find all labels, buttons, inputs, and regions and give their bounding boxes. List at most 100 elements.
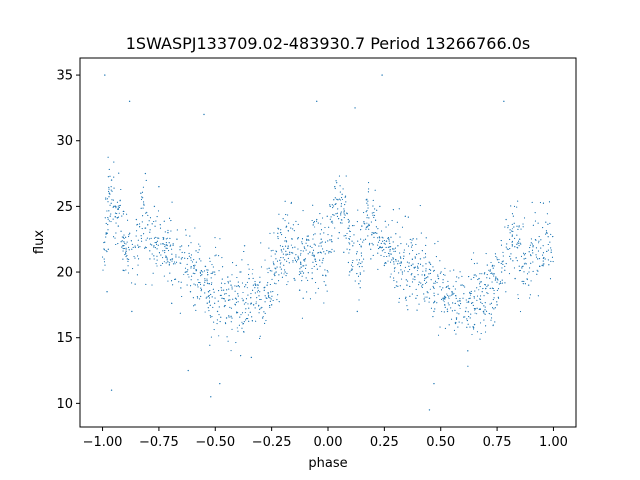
- data-point: [356, 259, 358, 261]
- data-point: [343, 208, 345, 210]
- data-point: [398, 272, 400, 274]
- data-point: [377, 247, 380, 250]
- data-point: [515, 257, 517, 259]
- data-point: [212, 271, 214, 273]
- data-point: [105, 250, 107, 252]
- data-point: [212, 266, 214, 268]
- data-point: [223, 306, 225, 308]
- data-point: [184, 267, 187, 269]
- data-point: [394, 250, 397, 252]
- data-point: [323, 251, 325, 253]
- data-point: [268, 247, 270, 249]
- data-point: [141, 240, 143, 242]
- data-point: [454, 288, 456, 290]
- data-point: [294, 257, 296, 259]
- data-point: [315, 292, 317, 294]
- data-point: [174, 261, 176, 263]
- data-point: [479, 285, 481, 288]
- data-point: [337, 208, 339, 210]
- data-point: [312, 224, 314, 226]
- data-point: [208, 310, 210, 312]
- data-point: [466, 326, 468, 328]
- data-point: [406, 305, 408, 307]
- data-point: [208, 301, 210, 303]
- data-point: [209, 344, 211, 346]
- data-point: [106, 232, 108, 234]
- data-point: [154, 247, 156, 249]
- data-point: [140, 192, 142, 194]
- data-point: [393, 250, 395, 252]
- data-point: [285, 240, 287, 242]
- y-tick-label: 15: [56, 331, 73, 346]
- data-point: [135, 235, 137, 237]
- data-point: [384, 262, 386, 264]
- data-point: [252, 284, 254, 286]
- data-point: [529, 267, 531, 269]
- data-point: [492, 273, 494, 275]
- data-point: [215, 246, 217, 248]
- data-point: [395, 233, 397, 235]
- data-point: [339, 199, 342, 201]
- data-point: [406, 261, 408, 263]
- data-point: [119, 204, 121, 206]
- data-point: [146, 211, 148, 213]
- data-point: [466, 318, 468, 320]
- data-point: [387, 224, 390, 226]
- data-point: [110, 213, 112, 215]
- data-point: [412, 249, 414, 252]
- data-point: [375, 226, 377, 228]
- data-point: [294, 279, 296, 281]
- data-point: [329, 251, 331, 253]
- data-point: [472, 302, 474, 304]
- data-point: [500, 244, 503, 246]
- data-point: [516, 260, 518, 262]
- data-point: [443, 301, 445, 303]
- data-point: [373, 236, 375, 238]
- data-point: [266, 297, 268, 300]
- data-point: [264, 312, 266, 314]
- data-point: [122, 258, 124, 260]
- x-axis-label: phase: [308, 456, 347, 471]
- data-point: [379, 239, 381, 241]
- data-point: [540, 239, 542, 241]
- data-point: [415, 297, 417, 300]
- data-point: [107, 201, 109, 203]
- data-point: [199, 283, 202, 285]
- data-point: [165, 256, 167, 258]
- data-point: [340, 214, 342, 216]
- data-point: [479, 308, 482, 310]
- data-point: [194, 227, 196, 229]
- data-point: [221, 257, 223, 259]
- data-point: [106, 291, 108, 293]
- data-point: [247, 303, 249, 305]
- data-point: [512, 215, 514, 217]
- data-point: [363, 222, 365, 224]
- y-tick-label: 10: [56, 397, 73, 412]
- data-point: [167, 249, 170, 252]
- data-point: [274, 267, 276, 269]
- data-point: [203, 270, 206, 272]
- data-point: [484, 331, 487, 333]
- data-point: [157, 210, 160, 212]
- data-point: [274, 275, 276, 277]
- data-point: [322, 248, 324, 250]
- data-point: [107, 216, 109, 219]
- data-point: [443, 311, 445, 313]
- data-point: [265, 320, 267, 322]
- data-point: [510, 230, 513, 232]
- data-point: [491, 287, 493, 289]
- data-point: [390, 236, 392, 238]
- data-point: [109, 204, 111, 206]
- data-point: [511, 234, 513, 236]
- data-point: [389, 276, 391, 278]
- data-point: [198, 249, 200, 251]
- data-point: [392, 209, 394, 211]
- data-point: [273, 263, 275, 265]
- data-point: [158, 237, 160, 239]
- data-point: [207, 307, 209, 309]
- data-point: [372, 244, 374, 246]
- data-point: [194, 284, 196, 286]
- data-point: [542, 245, 544, 247]
- data-point: [312, 249, 315, 251]
- data-point: [372, 214, 374, 216]
